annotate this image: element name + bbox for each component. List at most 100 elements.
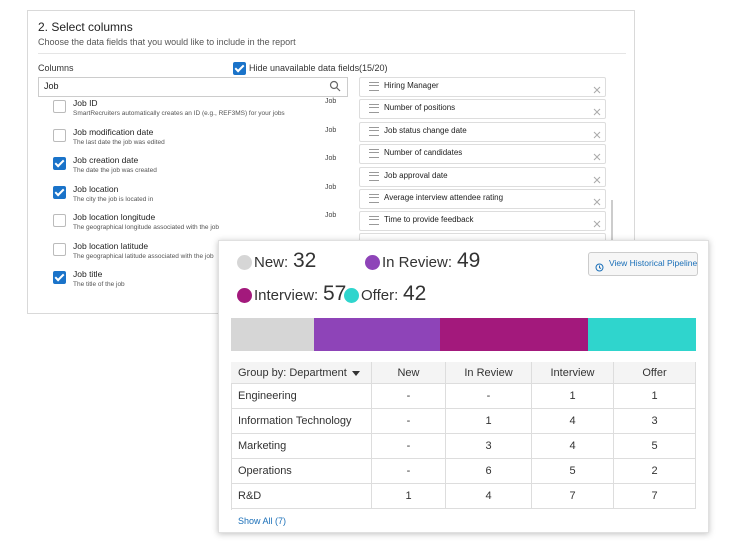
table-cell: 3 xyxy=(446,434,532,459)
remove-icon[interactable] xyxy=(593,171,601,183)
field-tag: Job xyxy=(325,212,337,219)
search-box[interactable] xyxy=(38,77,348,97)
history-button[interactable] xyxy=(588,252,698,276)
icon xyxy=(593,86,601,94)
field-name: Job location xyxy=(73,183,119,194)
table-cell: 4 xyxy=(446,484,532,509)
drag-handle xyxy=(369,104,379,114)
table-cell: 4 xyxy=(532,409,614,434)
show-all[interactable]: Show All (7) xyxy=(238,516,287,526)
remove-icon[interactable] xyxy=(593,148,601,161)
history-icon xyxy=(595,259,604,272)
icon xyxy=(595,263,604,272)
table-cell: 1 xyxy=(372,484,446,509)
item-name: Job status change date xyxy=(384,125,467,135)
pipeline-segment xyxy=(313,318,441,351)
remove-icon[interactable] xyxy=(593,193,601,206)
remove-icon[interactable] xyxy=(593,81,601,94)
drag-handle xyxy=(369,149,379,159)
field-desc: The title of the job xyxy=(73,281,125,288)
drag-handle xyxy=(369,171,379,181)
drag-handle xyxy=(369,129,379,131)
table-header[interactable]: Group by: Department xyxy=(231,362,372,384)
remove-icon[interactable] xyxy=(593,126,601,139)
field-checkbox[interactable] xyxy=(53,100,66,113)
stage-label: In Review: xyxy=(382,254,453,271)
pipeline-segment xyxy=(587,318,696,351)
stage-dot xyxy=(365,255,380,270)
field-checkbox[interactable] xyxy=(53,214,66,227)
field-name: Job location latitude xyxy=(73,240,149,251)
drag-handle xyxy=(369,126,379,136)
drag-handle xyxy=(369,174,379,176)
field-desc: The last date the job was edited xyxy=(73,138,165,146)
field-tag: Job xyxy=(325,155,337,162)
table-cell: 3 xyxy=(614,409,696,434)
stage-dot xyxy=(237,288,252,303)
field-tag: Job xyxy=(325,126,337,134)
search-text: Job xyxy=(44,81,59,91)
table-cell: - xyxy=(372,409,446,434)
table-cell: - xyxy=(372,434,446,459)
selected-item xyxy=(359,211,606,232)
table-header: In Review xyxy=(446,362,532,384)
dropdown-arrow xyxy=(351,370,360,376)
field-name: Job location longitude xyxy=(73,212,156,222)
field-checkbox[interactable] xyxy=(53,271,66,284)
table-cell: R&D xyxy=(231,484,372,509)
item-name: Number of candidates xyxy=(384,148,463,158)
pipeline-card xyxy=(218,240,709,533)
stage-label: Interview: xyxy=(254,287,319,304)
search-icon xyxy=(329,79,341,92)
table-cell: Operations xyxy=(231,459,372,484)
field-desc: The geographical latitude associated wit… xyxy=(73,252,214,260)
icon xyxy=(593,153,601,161)
stage-value: 32 xyxy=(293,249,317,272)
table-cell: 1 xyxy=(614,384,696,409)
icon xyxy=(593,198,601,206)
stage-label: New: xyxy=(254,254,289,271)
title: 2. Select columns xyxy=(38,20,133,34)
drag-handle xyxy=(369,85,379,86)
pipeline-segment xyxy=(440,318,588,351)
table-cell: - xyxy=(446,384,532,409)
item-name: Time to provide feedback xyxy=(384,215,474,225)
field-tag: Job xyxy=(325,183,337,191)
item-name: Number of positions xyxy=(384,103,456,113)
field-name: Job ID xyxy=(73,98,98,108)
table-cell: 6 xyxy=(446,459,532,484)
hide-label: Hide unavailable data fields xyxy=(249,63,360,73)
remove-icon[interactable] xyxy=(593,215,601,228)
icon xyxy=(593,131,601,139)
icon xyxy=(593,176,601,183)
count: (15/20) xyxy=(359,63,388,73)
remove-icon[interactable] xyxy=(593,103,601,116)
stage-dot xyxy=(344,288,359,303)
table-cell: 5 xyxy=(532,459,614,484)
button-text: View Historical Pipeline xyxy=(609,258,698,268)
field-checkbox[interactable] xyxy=(53,128,66,142)
field-checkbox[interactable] xyxy=(53,157,66,170)
field-desc: The date the job was created xyxy=(73,167,157,174)
selected-item xyxy=(359,77,606,97)
table-header: Interview xyxy=(532,362,614,384)
field-checkbox[interactable] xyxy=(53,242,66,256)
drag-handle xyxy=(369,219,379,221)
table-cell: 7 xyxy=(532,484,614,509)
table-cell: 1 xyxy=(532,384,614,409)
stage-value: 57 xyxy=(323,282,347,305)
divider xyxy=(38,53,626,54)
field-desc: The city the job is located in xyxy=(73,195,154,203)
item-name: Hiring Manager xyxy=(384,81,439,90)
table-cell: 4 xyxy=(532,434,614,459)
stage-label: Offer: xyxy=(361,287,399,304)
hide-checkbox[interactable] xyxy=(233,62,246,75)
drag-handle xyxy=(369,216,379,226)
field-name: Job creation date xyxy=(73,155,139,165)
field-checkbox[interactable] xyxy=(53,185,66,199)
stage-dot xyxy=(237,255,252,270)
scrollbar xyxy=(611,200,613,240)
table-cell: - xyxy=(372,459,446,484)
selected-item xyxy=(359,99,606,120)
